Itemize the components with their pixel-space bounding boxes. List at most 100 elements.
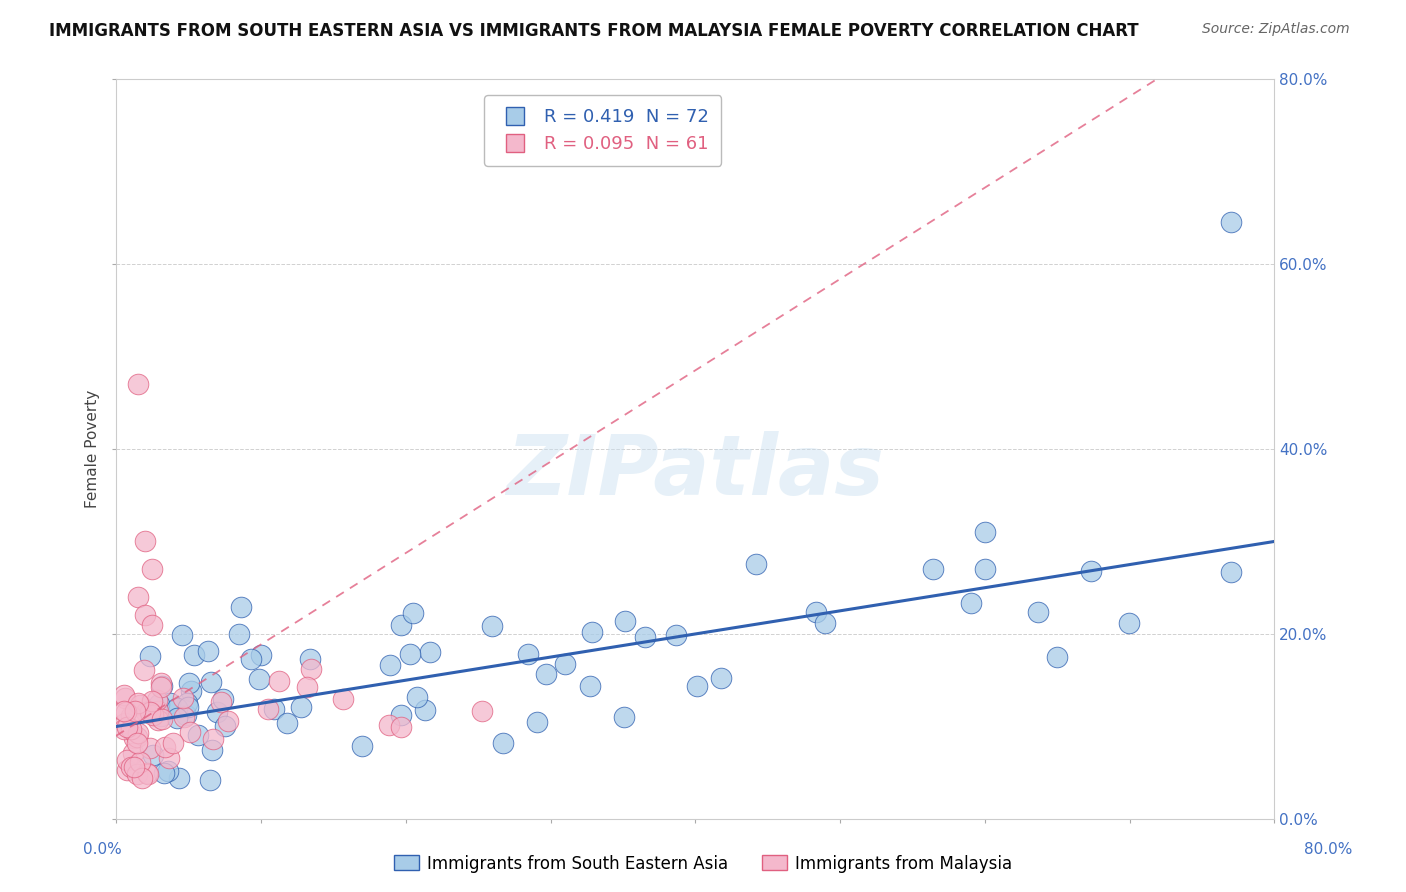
Point xyxy=(148,698,170,712)
Point xyxy=(142,707,165,722)
Point xyxy=(614,615,637,629)
Point xyxy=(114,716,136,731)
Point xyxy=(263,702,285,716)
Point xyxy=(139,705,162,719)
Point xyxy=(402,606,425,620)
Point xyxy=(122,731,145,745)
Point xyxy=(526,715,548,730)
Point xyxy=(201,743,224,757)
Point xyxy=(114,691,136,706)
Point xyxy=(172,691,194,706)
Text: Source: ZipAtlas.com: Source: ZipAtlas.com xyxy=(1202,22,1350,37)
Point xyxy=(200,675,222,690)
Point xyxy=(1046,650,1069,665)
Point xyxy=(157,751,180,765)
Point xyxy=(290,699,312,714)
Point xyxy=(141,562,163,576)
Point xyxy=(136,767,159,781)
Point xyxy=(471,704,494,718)
Point xyxy=(406,690,429,704)
Point xyxy=(481,619,503,633)
Point xyxy=(129,698,152,712)
Point xyxy=(157,764,180,779)
Point xyxy=(1118,616,1140,631)
Point xyxy=(231,600,253,615)
Point xyxy=(150,712,173,726)
Point xyxy=(187,728,209,742)
Point xyxy=(139,648,162,663)
Point xyxy=(127,731,149,745)
Legend: Immigrants from South Eastern Asia, Immigrants from Malaysia: Immigrants from South Eastern Asia, Immi… xyxy=(387,848,1019,880)
Point xyxy=(149,681,172,695)
Point xyxy=(177,676,200,690)
Point xyxy=(301,661,323,675)
Point xyxy=(166,701,188,715)
Point xyxy=(146,713,169,727)
Point xyxy=(141,694,163,708)
Point xyxy=(389,720,412,734)
Point xyxy=(132,663,155,677)
Point xyxy=(153,739,176,754)
Point xyxy=(665,628,688,642)
Point xyxy=(127,377,149,392)
Point xyxy=(138,740,160,755)
Point xyxy=(212,691,235,706)
Text: ZIPatlas: ZIPatlas xyxy=(506,431,884,512)
Point xyxy=(814,616,837,631)
Point xyxy=(214,719,236,733)
Point xyxy=(120,723,142,737)
Point xyxy=(389,618,412,632)
Point xyxy=(198,773,221,788)
Point xyxy=(176,696,198,710)
Point xyxy=(267,674,290,689)
Point xyxy=(169,771,191,785)
Point xyxy=(578,679,600,693)
Point xyxy=(209,695,232,709)
Point xyxy=(112,688,135,702)
Point xyxy=(973,562,995,576)
Point xyxy=(120,760,142,774)
Point xyxy=(197,644,219,658)
Point xyxy=(250,648,273,663)
Point xyxy=(228,627,250,641)
Point xyxy=(257,702,280,716)
Point xyxy=(127,696,149,710)
Point xyxy=(166,711,188,725)
Point xyxy=(1219,566,1241,580)
Point xyxy=(146,704,169,718)
Point xyxy=(122,746,145,760)
Point xyxy=(613,709,636,723)
Point xyxy=(112,705,135,719)
Point xyxy=(150,675,173,690)
Point xyxy=(127,766,149,780)
Text: 0.0%: 0.0% xyxy=(83,842,122,856)
Point xyxy=(174,708,197,723)
Point xyxy=(380,658,402,673)
Point xyxy=(399,648,422,662)
Point xyxy=(136,766,159,780)
Point xyxy=(804,605,827,619)
Point xyxy=(150,709,173,723)
Point xyxy=(120,709,142,723)
Point xyxy=(299,652,322,666)
Point xyxy=(141,617,163,632)
Point xyxy=(921,562,943,576)
Point xyxy=(350,739,373,753)
Y-axis label: Female Poverty: Female Poverty xyxy=(86,390,100,508)
Point xyxy=(686,679,709,693)
Point xyxy=(162,736,184,750)
Point xyxy=(173,710,195,724)
Point xyxy=(201,732,224,747)
Point xyxy=(131,772,153,786)
Point xyxy=(710,671,733,685)
Point xyxy=(112,722,135,736)
Point xyxy=(389,707,412,722)
Point xyxy=(492,736,515,750)
Point xyxy=(159,696,181,710)
Point xyxy=(973,524,995,539)
Point xyxy=(960,596,983,610)
Point xyxy=(134,534,156,549)
Point xyxy=(247,672,270,686)
Point xyxy=(745,557,768,571)
Point xyxy=(115,763,138,777)
